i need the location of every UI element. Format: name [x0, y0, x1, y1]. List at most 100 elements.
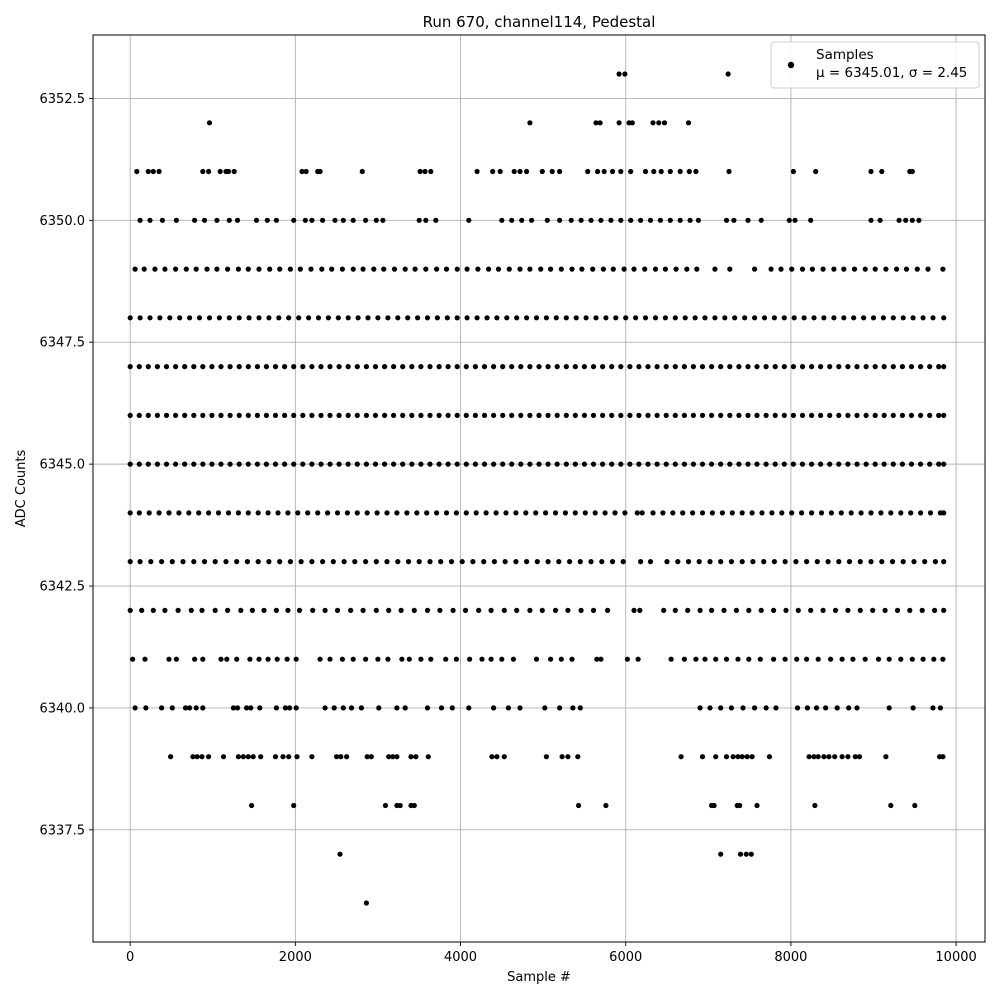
data-point [667, 168, 673, 175]
data-point [418, 364, 424, 370]
data-point [910, 315, 916, 321]
data-point [610, 266, 616, 272]
data-point [200, 412, 206, 418]
data-point [639, 510, 645, 516]
data-point [763, 705, 769, 711]
data-point [310, 607, 316, 614]
data-point [409, 364, 415, 370]
data-point [191, 559, 197, 565]
data-point [265, 656, 271, 662]
data-point [563, 315, 569, 321]
data-point [192, 217, 198, 223]
legend-box [770, 41, 980, 89]
data-point [927, 461, 933, 467]
data-point [808, 607, 814, 614]
data-point [707, 559, 713, 565]
data-point [804, 705, 811, 711]
data-point [862, 266, 868, 272]
data-point [699, 461, 706, 467]
data-point [836, 559, 842, 565]
data-point [941, 315, 947, 321]
data-point [145, 412, 151, 418]
data-point [872, 266, 878, 272]
data-point [707, 705, 713, 711]
data-point [501, 754, 507, 760]
data-point [567, 559, 573, 565]
data-point [481, 412, 488, 418]
data-point [690, 510, 696, 516]
data-point [772, 364, 778, 370]
data-point [739, 559, 745, 565]
data-point [245, 412, 251, 418]
data-point [545, 364, 551, 370]
data-point [372, 461, 379, 467]
data-point [263, 412, 269, 418]
data-point [851, 266, 858, 272]
data-point [795, 607, 801, 614]
data-point [385, 656, 391, 662]
data-point [880, 315, 887, 321]
data-point [263, 461, 269, 467]
data-point [250, 754, 256, 760]
data-point [898, 656, 904, 662]
data-point [592, 510, 598, 516]
data-point [668, 656, 674, 662]
data-point [719, 510, 726, 516]
data-point [524, 168, 530, 175]
data-point [786, 217, 792, 223]
data-point [245, 364, 251, 370]
data-point [908, 364, 915, 370]
data-point [752, 315, 758, 321]
data-point [244, 559, 250, 565]
data-point [782, 656, 788, 662]
data-point [309, 461, 315, 467]
data-point [569, 656, 575, 662]
data-point [215, 510, 222, 516]
data-point [548, 656, 554, 662]
x-tick-label: 10000 [935, 950, 976, 965]
data-point [433, 217, 439, 223]
data-point [563, 461, 569, 467]
data-point [506, 266, 512, 272]
x-tick-label: 6000 [609, 950, 642, 965]
data-point [590, 461, 597, 467]
data-point [224, 656, 230, 662]
data-point [624, 656, 631, 662]
data-point [300, 461, 306, 467]
data-point [327, 461, 333, 467]
data-point [857, 607, 863, 614]
data-point [820, 607, 826, 614]
data-point [294, 754, 300, 760]
data-point [336, 364, 342, 370]
data-point [291, 364, 297, 370]
data-point [920, 656, 926, 662]
x-tick-label: 0 [126, 950, 134, 965]
data-point [293, 656, 299, 662]
data-point [152, 266, 158, 272]
data-point [903, 217, 909, 223]
data-point [677, 168, 683, 175]
data-point [772, 412, 778, 418]
data-point [909, 656, 915, 662]
data-point [538, 266, 544, 272]
data-point [918, 461, 924, 467]
data-point [231, 168, 237, 175]
data-point [285, 607, 291, 614]
data-point [527, 461, 533, 467]
data-point [423, 266, 429, 272]
data-point [693, 168, 699, 175]
data-point [296, 315, 302, 321]
data-point [509, 461, 515, 467]
data-point [147, 217, 153, 223]
data-point [372, 412, 379, 418]
data-point [177, 315, 183, 321]
data-point [484, 315, 490, 321]
data-point [395, 315, 401, 321]
data-point [373, 559, 379, 565]
data-point [363, 364, 369, 370]
data-point [341, 559, 347, 565]
data-point [173, 266, 179, 272]
data-point [851, 315, 857, 321]
data-point [545, 412, 551, 418]
data-point [474, 168, 480, 175]
